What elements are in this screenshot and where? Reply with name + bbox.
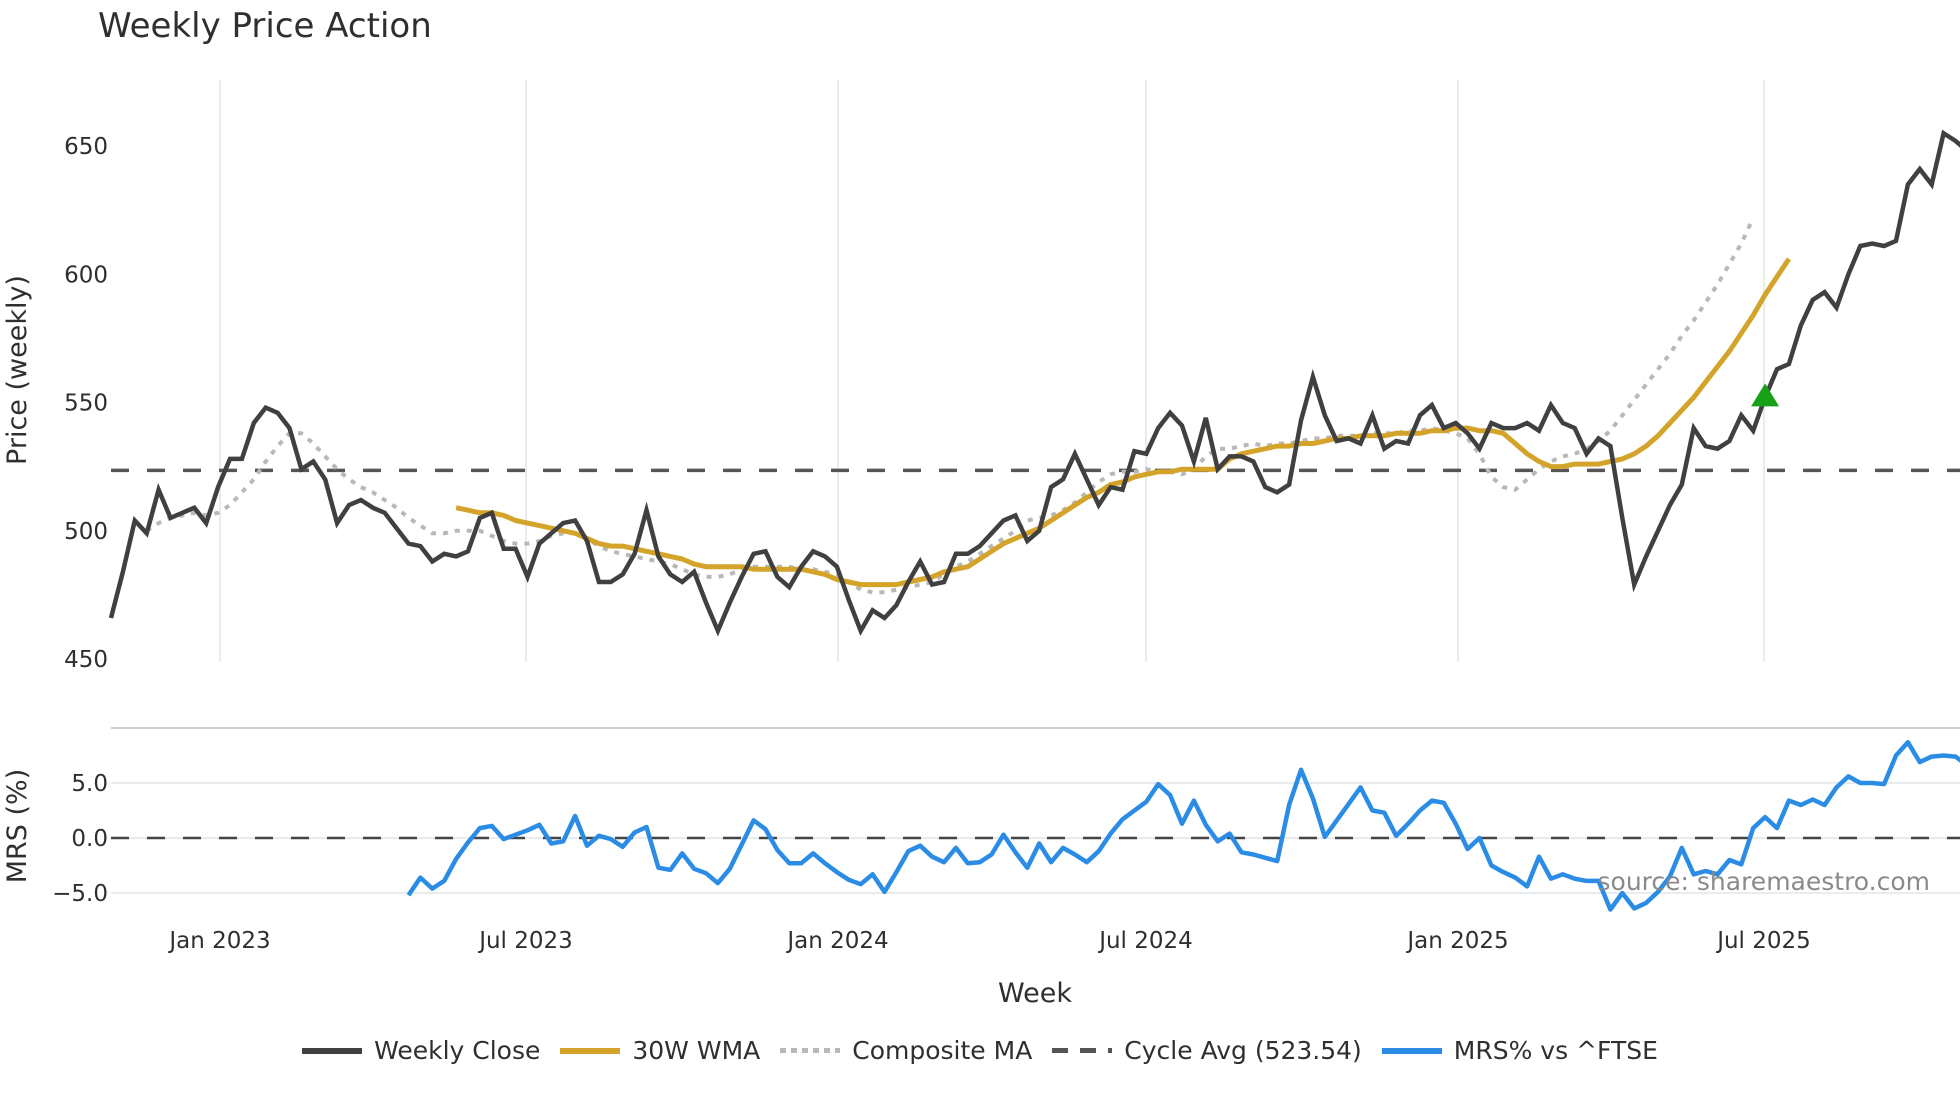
x-tick-label: Jul 2023 — [477, 928, 573, 954]
legend-item-mrs[interactable]: MRS% vs ^FTSE — [1381, 1036, 1658, 1065]
mrs-panel — [111, 740, 1960, 912]
mrs-line — [406, 740, 1960, 912]
x-tick-label: Jul 2025 — [1715, 928, 1811, 954]
legend-item-weekly-close[interactable]: Weekly Close — [302, 1036, 540, 1065]
price-y-tick-label: 650 — [64, 134, 108, 160]
gridlines — [111, 80, 1960, 894]
mrs-y-tick-label: 0.0 — [71, 826, 108, 852]
axes: Jan 2023 Jul 2023 Jan 2024 Jul 2024 Jan 2025… — [52, 134, 1811, 954]
composite-ma-line — [145, 216, 1756, 595]
mrs-y-tick-label: −5.0 — [52, 881, 108, 907]
legend-label: Weekly Close — [374, 1036, 541, 1065]
wma-line-icon — [560, 1047, 621, 1054]
price-y-tick-label: 450 — [64, 647, 108, 673]
wma-line — [455, 257, 1791, 588]
cycle-dashed-line-icon — [1052, 1048, 1113, 1053]
mrs-line-icon — [1381, 1047, 1442, 1054]
weekly-close-line-icon — [302, 1047, 363, 1054]
composite-dotted-line-icon — [780, 1048, 841, 1053]
legend-label: Composite MA — [852, 1036, 1033, 1065]
mrs-y-axis-title: MRS (%) — [2, 769, 33, 884]
chart-title: Weekly Price Action — [98, 6, 432, 46]
legend-label: 30W WMA — [632, 1036, 761, 1065]
price-panel — [108, 129, 1960, 637]
x-tick-label: Jan 2025 — [1405, 928, 1508, 954]
price-y-tick-label: 550 — [64, 391, 108, 417]
price-y-axis-title: Price (weekly) — [2, 275, 33, 465]
x-tick-label: Jan 2023 — [167, 928, 270, 954]
buy-signal-triangle-icon — [1751, 383, 1780, 407]
x-tick-label: Jan 2024 — [785, 928, 888, 954]
legend-label: Cycle Avg (523.54) — [1124, 1036, 1362, 1065]
legend-item-30w-wma[interactable]: 30W WMA — [560, 1036, 760, 1065]
legend-item-cycle-avg[interactable]: Cycle Avg (523.54) — [1052, 1036, 1362, 1065]
x-axis-title: Week — [998, 978, 1072, 1009]
price-y-tick-label: 500 — [64, 519, 108, 545]
legend-label: MRS% vs ^FTSE — [1453, 1036, 1658, 1065]
mrs-y-tick-label: 5.0 — [71, 771, 108, 797]
price-y-tick-label: 600 — [64, 262, 108, 288]
legend: Weekly Close 30W WMA Composite MA Cycle … — [0, 1036, 1960, 1065]
weekly-close-line — [108, 129, 1960, 637]
x-tick-label: Jul 2024 — [1097, 928, 1193, 954]
source-watermark: source: sharemaestro.com — [1598, 867, 1931, 896]
legend-item-composite-ma[interactable]: Composite MA — [780, 1036, 1032, 1065]
